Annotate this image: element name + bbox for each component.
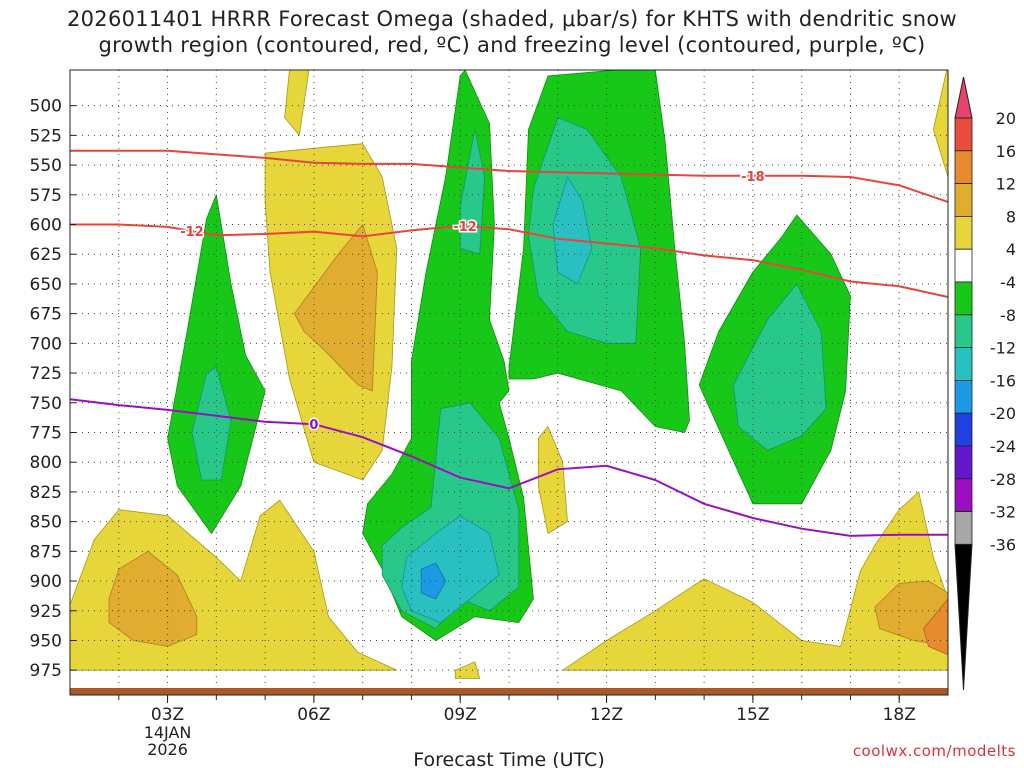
omega-region-pos8-6 (108, 550, 198, 647)
colorbar-label: -4 (1000, 273, 1016, 292)
colorbar: 20 16 12 8 4 -4 -8 -12 -16 -20 -24 -28 -32 -36 (954, 76, 1016, 691)
colorbar-label: -16 (990, 371, 1016, 390)
omega-region-neg12-20 (552, 176, 593, 285)
colorbar-segment-6 (954, 281, 973, 316)
y-tick-label-600: 600 (30, 216, 62, 236)
y-tick-label-750: 750 (30, 394, 62, 414)
colorbar-label: 16 (996, 142, 1016, 161)
colorbar-top-arrow (954, 76, 973, 119)
colorbar-label: 20 (996, 109, 1016, 128)
y-tick-label-850: 850 (30, 513, 62, 533)
y-tick-label-625: 625 (30, 245, 62, 265)
x-tick-sublabel: 14JAN (144, 723, 192, 742)
colorbar-segment-5 (954, 248, 973, 283)
omega-region-neg8-22 (733, 283, 827, 451)
colorbar-label: -12 (990, 339, 1016, 358)
title-line-1: 2026011401 HRRR Forecast Omega (shaded, … (66, 7, 958, 31)
x-tick-sublabel: 2026 (147, 740, 188, 759)
x-tick-label-12Z: 12Z (590, 705, 623, 725)
isotherm-line-2 (70, 398, 948, 537)
colorbar-label: -24 (990, 437, 1016, 456)
isotherm-label-1-1: -12 (453, 220, 477, 235)
title-line-2: growth region (contoured, red, ºC) and f… (98, 33, 926, 57)
y-tick-label-875: 875 (30, 542, 62, 562)
isotherm-line-0 (70, 149, 948, 203)
colorbar-label: 4 (1006, 240, 1016, 259)
omega-region-pos4-0 (284, 70, 310, 136)
y-tick-label-550: 550 (30, 156, 62, 176)
colorbar-label: -36 (990, 535, 1016, 554)
colorbar-label: -28 (990, 470, 1016, 489)
omega-region-pos4-10 (454, 661, 481, 679)
x-tick-label-18Z: 18Z (883, 705, 916, 725)
y-tick-label-500: 500 (30, 97, 62, 117)
y-tick-label-650: 650 (30, 275, 62, 295)
colorbar-segment-10 (954, 412, 973, 447)
omega-region-pos12-9 (923, 598, 948, 656)
y-tick-label-575: 575 (30, 186, 62, 206)
colorbar-segment-7 (954, 314, 973, 348)
omega-shaded-regions (70, 70, 948, 679)
isotherm-label-0-0: -18 (741, 170, 765, 185)
colorbar-segment-12 (954, 478, 973, 512)
pressure-axis: 500 525 550 575 600 625 650 675 700 725 750 775 800 8… (30, 97, 76, 681)
colorbar-segment-2 (954, 150, 973, 185)
chart-title: 2026011401 HRRR Forecast Omega (shaded, … (0, 6, 1024, 58)
x-tick-label-06Z: 06Z (297, 705, 330, 725)
colorbar-segment-9 (954, 379, 973, 414)
x-tick-label-03Z: 03Z (151, 705, 184, 725)
y-tick-label-700: 700 (30, 334, 62, 354)
y-tick-label-975: 975 (30, 661, 62, 681)
y-tick-label-900: 900 (30, 572, 62, 592)
y-tick-label-825: 825 (30, 483, 62, 503)
colorbar-label: -32 (990, 503, 1016, 522)
colorbar-label: -20 (990, 404, 1016, 423)
colorbar-segment-4 (954, 215, 973, 250)
colorbar-label: 12 (996, 175, 1016, 194)
colorbar-segment-8 (954, 347, 973, 381)
omega-region-pos4-3 (933, 70, 948, 178)
omega-region-neg16-17 (420, 562, 447, 600)
isotherm-label-2-0: 0 (309, 418, 318, 433)
omega-region-neg8-12 (191, 366, 232, 481)
isotherm-line-1 (70, 223, 948, 298)
omega-region-pos8-2 (293, 224, 378, 392)
omega-region-neg12-16 (401, 515, 500, 623)
colorbar-segment-13 (954, 511, 973, 545)
y-tick-label-800: 800 (30, 453, 62, 473)
omega-region-neg8-14 (459, 128, 486, 255)
y-tick-label-925: 925 (30, 602, 62, 622)
ground-strip (70, 688, 948, 695)
y-tick-label-950: 950 (30, 631, 62, 651)
y-tick-label-525: 525 (30, 126, 62, 146)
isotherm-contours: -18 -12 -12 0 (70, 149, 948, 537)
colorbar-label: -8 (1000, 306, 1016, 325)
y-tick-label-775: 775 (30, 423, 62, 443)
colorbar-segment-11 (954, 445, 973, 480)
y-tick-label-725: 725 (30, 364, 62, 384)
y-tick-label-675: 675 (30, 305, 62, 325)
colorbar-label: 8 (1006, 207, 1016, 226)
site-credit: coolwx.com/modelts (852, 742, 1016, 760)
colorbar-segment-1 (954, 117, 973, 152)
colorbar-segment-3 (954, 183, 973, 217)
x-tick-label-09Z: 09Z (444, 705, 477, 725)
colorbar-bottom-arrow (954, 543, 973, 691)
isotherm-label-1-0: -12 (180, 225, 204, 240)
omega-region-pos4-7 (562, 491, 948, 671)
x-axis-title: Forecast Time (UTC) (413, 749, 604, 768)
x-tick-label-15Z: 15Z (736, 705, 769, 725)
